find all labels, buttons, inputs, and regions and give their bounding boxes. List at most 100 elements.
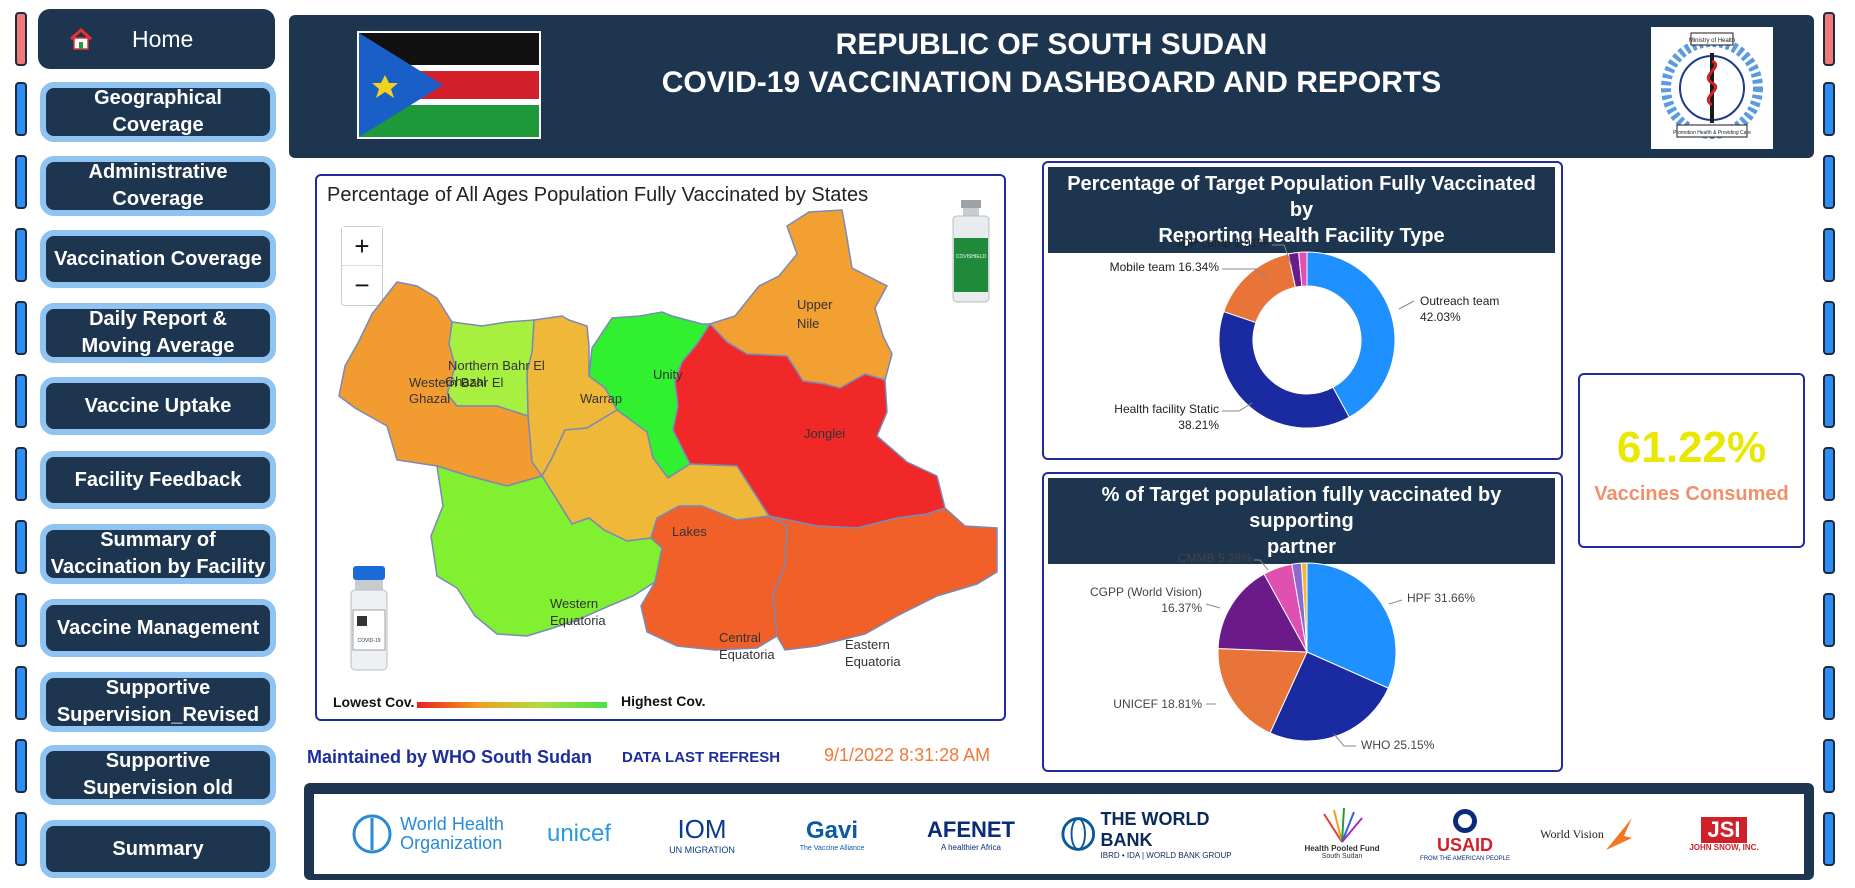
nav-label: Coverage [112, 188, 204, 210]
nav-summary-of-vaccination-by-facility[interactable]: Summary of Vaccination by Facility [40, 524, 276, 584]
pie-label-mobile: Mobile team 16.34% [1110, 260, 1220, 274]
hpf-logo-text: Health Pooled Fund [1304, 844, 1380, 853]
chart-title: % of Target population fully vaccinated … [1048, 478, 1555, 564]
nav-label: Vaccination by Facility [50, 556, 266, 578]
pie-slice [1306, 562, 1397, 689]
iom-logo-subtext: UN MIGRATION [669, 844, 735, 855]
nav-vaccine-uptake[interactable]: Vaccine Uptake [40, 377, 276, 435]
leader-line [1388, 599, 1403, 605]
pie-label-hpf: HPF 31.66% [1407, 591, 1475, 605]
nav-facility-feedback[interactable]: Facility Feedback [40, 451, 276, 509]
emblem-bottom-text: Promotion Health & Providing Care [1673, 130, 1751, 136]
unicef-logo: unicef [524, 794, 634, 874]
home-button[interactable]: Home [38, 9, 275, 69]
pie-value-outreach: 42.03% [1420, 310, 1461, 324]
pie-label-cmmb: CMMB 5.28% [1178, 551, 1252, 565]
usaid-logo-text: USAID [1436, 834, 1493, 855]
nav-summary[interactable]: Summary [40, 820, 276, 878]
map-title: Percentage of All Ages Population Fully … [327, 184, 869, 206]
leader-line [1254, 559, 1269, 571]
map-label-warrap: Warrap [580, 391, 622, 406]
nav-label: Vaccine Uptake [84, 394, 232, 417]
map-label-northern-bahr: Northern Bahr El [448, 358, 545, 373]
nav-label: Geographical [94, 87, 222, 109]
side-marker [15, 520, 27, 574]
map-label-central-equatoria: Central [719, 630, 761, 645]
pie-slice [1217, 648, 1308, 734]
home-label: Home [132, 25, 194, 52]
kpi-label: Vaccines Consumed [1594, 483, 1789, 505]
nav-vaccine-management[interactable]: Vaccine Management [40, 599, 276, 657]
pie-value-cgpp: 16.37% [1161, 601, 1202, 615]
side-marker [1823, 666, 1835, 720]
side-marker [15, 739, 27, 793]
zoom-out-button[interactable]: − [342, 266, 382, 304]
nav-label: Vaccine Management [56, 616, 260, 639]
who-logo: World Health Organization [342, 794, 512, 874]
nav-label: Supervision_Revised [56, 704, 260, 726]
afenet-logo-text: AFENET [927, 816, 1015, 842]
side-marker [15, 228, 27, 282]
nav-administrative-coverage[interactable]: Administrative Coverage [40, 156, 276, 216]
iom-logo: IOM UN MIGRATION [650, 794, 754, 874]
gavi-logo-subtext: The Vaccine Alliance [799, 844, 865, 852]
vial-label: COVISHIELD [956, 254, 987, 260]
health-pooled-fund-logo: Health Pooled Fund South Sudan [1294, 794, 1390, 874]
map-label-jonglei: Jonglei [804, 426, 845, 441]
partner-logos-strip: World Health Organization unicef IOM UN … [314, 794, 1804, 874]
side-marker [1823, 812, 1835, 866]
pie-label-cgpp: CGPP (World Vision) [1090, 585, 1202, 599]
side-marker [15, 301, 27, 355]
map-label-western-equatoria: Equatoria [550, 613, 606, 628]
covishield-vial-image: COVISHIELD [952, 200, 990, 303]
side-marker [15, 374, 27, 428]
side-marker [1823, 155, 1835, 209]
pie-slice [1223, 253, 1297, 324]
nav-supportive-supervision-revised[interactable]: Supportive Supervision_Revised [40, 672, 276, 732]
home-icon [69, 27, 93, 50]
chart-title-line: Reporting Health Facility Type [1158, 225, 1445, 247]
last-refresh-label: DATA LAST REFRESH [622, 749, 781, 766]
pie-slice [1306, 251, 1396, 418]
pie-label-static: Health facility Static [1114, 402, 1219, 416]
pie-value-static: 38.21% [1178, 418, 1219, 432]
nav-label: Coverage [112, 114, 204, 136]
map-label-central-equatoria: Equatoria [719, 647, 775, 662]
nav-label: Summary of [100, 529, 216, 551]
last-refresh-time: 9/1/2022 8:31:28 AM [824, 745, 991, 765]
state-eastern-equatoria [768, 507, 998, 651]
vaccines-consumed-card: 61.22% Vaccines Consumed [1578, 373, 1805, 548]
side-marker [1823, 593, 1835, 647]
jsi-logo: JSI JOHN SNOW, INC. [1674, 794, 1774, 874]
world-vision-star-icon [1605, 818, 1632, 850]
usaid-seal-icon [1453, 808, 1477, 833]
zoom-in-button[interactable]: + [342, 227, 382, 266]
partner-logos-footer: World Health Organization unicef IOM UN … [304, 783, 1814, 880]
who-logo-text: World Health [400, 814, 504, 834]
side-marker [15, 155, 27, 209]
starburst-icon [1323, 808, 1363, 843]
pie-label-who: WHO 25.15% [1361, 738, 1435, 752]
pie-slice [1217, 573, 1308, 653]
leader-line [1222, 268, 1268, 280]
world-vision-logo: World Vision [1532, 794, 1642, 874]
jsi-logo-subtext: JOHN SNOW, INC. [1689, 842, 1759, 852]
nav-daily-report-moving-average[interactable]: Daily Report & Moving Average [40, 303, 276, 363]
state-central-equatoria [640, 505, 788, 651]
leader-line [1222, 402, 1253, 412]
globe-icon [1061, 817, 1096, 851]
pie-label-idp: IDP camp 1.91% [1178, 236, 1268, 250]
map-label-eastern-equatoria: Equatoria [845, 654, 901, 669]
leader-line [1398, 300, 1415, 310]
nav-geographical-coverage[interactable]: Geographical Coverage [40, 82, 276, 142]
nav-vaccination-coverage[interactable]: Vaccination Coverage [40, 230, 276, 288]
maintained-by-text: Maintained by WHO South Sudan [307, 747, 592, 767]
map-label-unity: Unity [653, 367, 683, 382]
nav-supportive-supervision-old[interactable]: Supportive Supervision old [40, 745, 276, 805]
world-bank-logo-subtext: IBRD • IDA | WORLD BANK GROUP [1100, 850, 1232, 860]
south-sudan-flag [357, 31, 541, 139]
side-marker [15, 447, 27, 501]
afenet-logo: AFENET A healthier Africa [914, 794, 1028, 874]
side-marker [1823, 447, 1835, 501]
legend-low-label: Lowest Cov. [333, 694, 415, 710]
